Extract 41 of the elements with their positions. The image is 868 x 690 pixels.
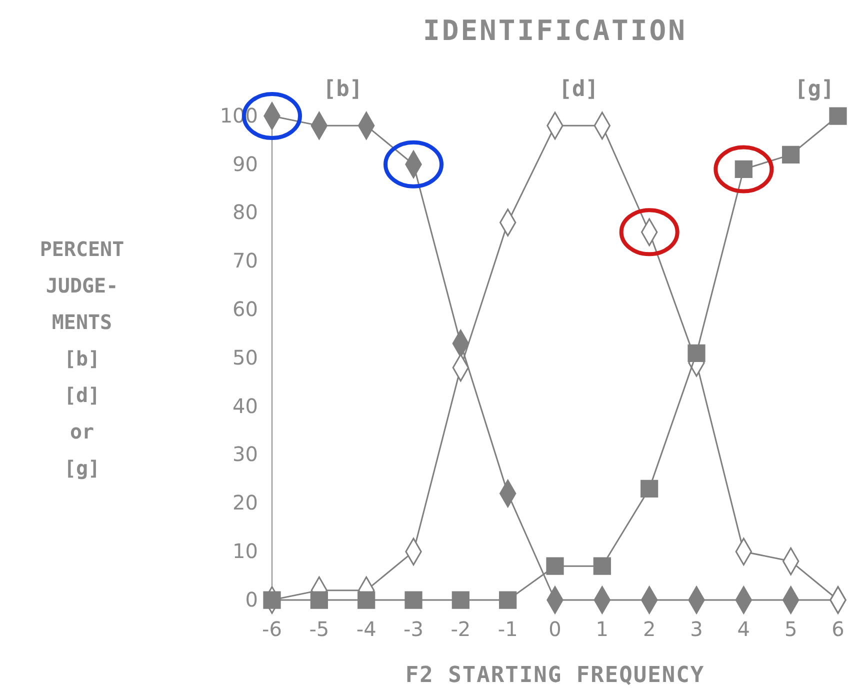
- point: [688, 344, 706, 362]
- point: [499, 591, 517, 609]
- point: [546, 557, 564, 575]
- y-tick-label: 50: [232, 345, 258, 370]
- point: [640, 480, 658, 498]
- x-tick-label: -1: [498, 617, 518, 642]
- point: [593, 557, 611, 575]
- chart-title: IDENTIFICATION: [422, 14, 688, 47]
- y-tick-label: 20: [232, 490, 258, 515]
- point: [310, 591, 328, 609]
- series-label: [d]: [558, 77, 598, 102]
- x-tick-label: -3: [404, 617, 424, 642]
- y-tick-label: 60: [232, 297, 258, 321]
- x-tick-label: 3: [690, 617, 703, 642]
- y-tick-label: 70: [232, 248, 258, 273]
- x-tick-label: -5: [309, 617, 330, 642]
- point: [358, 591, 376, 609]
- y-tick-label: 40: [232, 394, 258, 418]
- x-tick-label: 6: [832, 617, 844, 642]
- y-tick-label: 80: [232, 200, 258, 224]
- y-axis-title: PERCENT JUDGE- MENTS [b] [d] or [g]: [40, 237, 124, 480]
- x-tick-label: -4: [356, 617, 376, 642]
- x-tick-label: 1: [596, 617, 609, 642]
- series-label: [b]: [322, 77, 363, 102]
- y-tick-label: 0: [245, 587, 258, 612]
- x-tick-label: 4: [737, 617, 750, 642]
- x-tick-label: -6: [262, 617, 282, 642]
- x-tick-label: 5: [784, 617, 798, 642]
- x-tick-label: 2: [642, 617, 656, 642]
- y-tick-label: 90: [232, 152, 258, 176]
- series-label: [g]: [794, 77, 834, 102]
- x-tick-label: 0: [548, 617, 562, 642]
- y-tick-label: 10: [232, 539, 258, 563]
- point: [452, 591, 470, 609]
- point: [782, 146, 800, 164]
- point: [829, 107, 847, 125]
- x-tick-label: -2: [450, 617, 471, 642]
- point: [404, 591, 422, 609]
- y-tick-label: 30: [232, 442, 258, 466]
- point: [263, 591, 281, 609]
- x-axis-title: F2 STARTING FREQUENCY: [405, 663, 705, 688]
